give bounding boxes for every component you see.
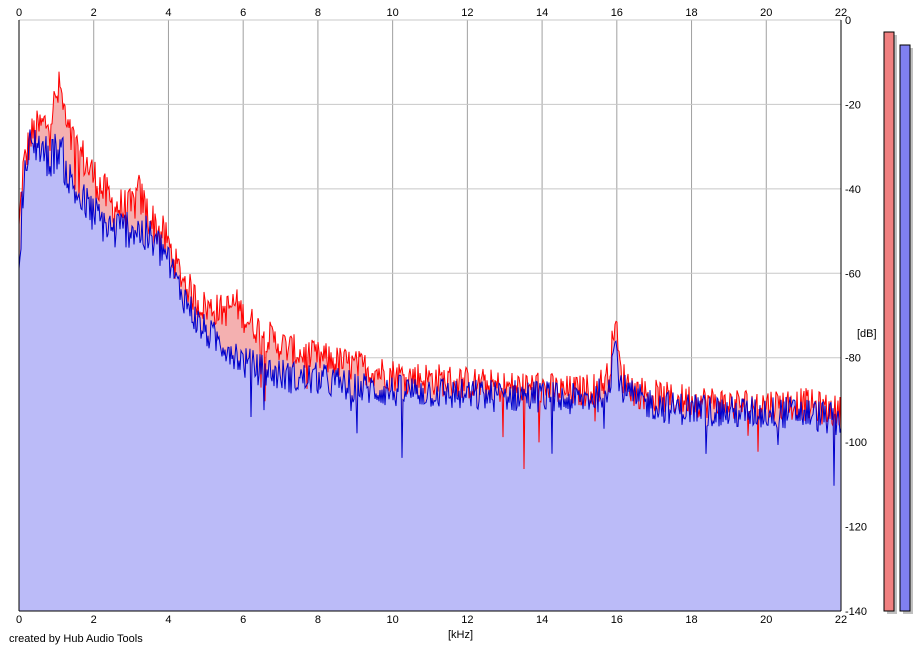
y-tick-label: -140 bbox=[845, 606, 867, 618]
x-tick-label-bottom: 10 bbox=[387, 614, 399, 626]
x-tick-label-top: 12 bbox=[461, 7, 473, 19]
series-lines bbox=[18, 71, 842, 486]
x-tick-label-top: 22 bbox=[835, 7, 847, 19]
series-area-1 bbox=[19, 129, 841, 611]
x-tick-label-top: 0 bbox=[16, 7, 22, 19]
x-tick-label-top: 8 bbox=[315, 7, 321, 19]
y-tick-label: -20 bbox=[845, 99, 861, 111]
x-tick-label-bottom: 18 bbox=[685, 614, 697, 626]
y-tick-label: -40 bbox=[845, 184, 861, 196]
x-tick-label-top: 10 bbox=[387, 7, 399, 19]
x-tick-label-bottom: 12 bbox=[461, 614, 473, 626]
x-tick-label-bottom: 2 bbox=[91, 614, 97, 626]
x-tick-label-top: 14 bbox=[536, 7, 548, 19]
y-tick-label: -60 bbox=[845, 268, 861, 280]
x-tick-label-top: 16 bbox=[611, 7, 623, 19]
y-axis-label: [dB] bbox=[857, 328, 877, 340]
x-tick-label-top: 20 bbox=[760, 7, 772, 19]
y-tick-labels: 0 -20 -40 -60 -80 -100 -120 -140 bbox=[845, 15, 867, 618]
y-tick-label: -80 bbox=[845, 353, 861, 365]
x-tick-label-top: 4 bbox=[165, 7, 171, 19]
x-axis-label: [kHz] bbox=[448, 629, 473, 641]
x-tick-label-top: 2 bbox=[91, 7, 97, 19]
x-tick-label-bottom: 22 bbox=[835, 614, 847, 626]
y-tick-label: -120 bbox=[845, 522, 867, 534]
x-tick-label-top: 6 bbox=[240, 7, 246, 19]
x-tick-label-top: 18 bbox=[685, 7, 697, 19]
x-tick-label-bottom: 8 bbox=[315, 614, 321, 626]
x-tick-label-bottom: 16 bbox=[611, 614, 623, 626]
x-tick-label-bottom: 20 bbox=[760, 614, 772, 626]
level-meter-bar bbox=[899, 44, 911, 612]
series-areas bbox=[19, 71, 841, 611]
x-tick-label-bottom: 4 bbox=[165, 614, 171, 626]
level-meters bbox=[883, 31, 913, 614]
credit-text: created by Hub Audio Tools bbox=[9, 633, 143, 645]
x-tick-label-bottom: 0 bbox=[16, 614, 22, 626]
y-tick-label: 0 bbox=[845, 15, 851, 27]
x-tick-label-bottom: 6 bbox=[240, 614, 246, 626]
x-tick-label-bottom: 14 bbox=[536, 614, 548, 626]
series-line-1 bbox=[18, 129, 842, 486]
y-tick-label: -100 bbox=[845, 437, 867, 449]
level-meter-bar bbox=[883, 31, 895, 612]
series-line-0 bbox=[18, 71, 842, 470]
axes bbox=[18, 20, 842, 612]
